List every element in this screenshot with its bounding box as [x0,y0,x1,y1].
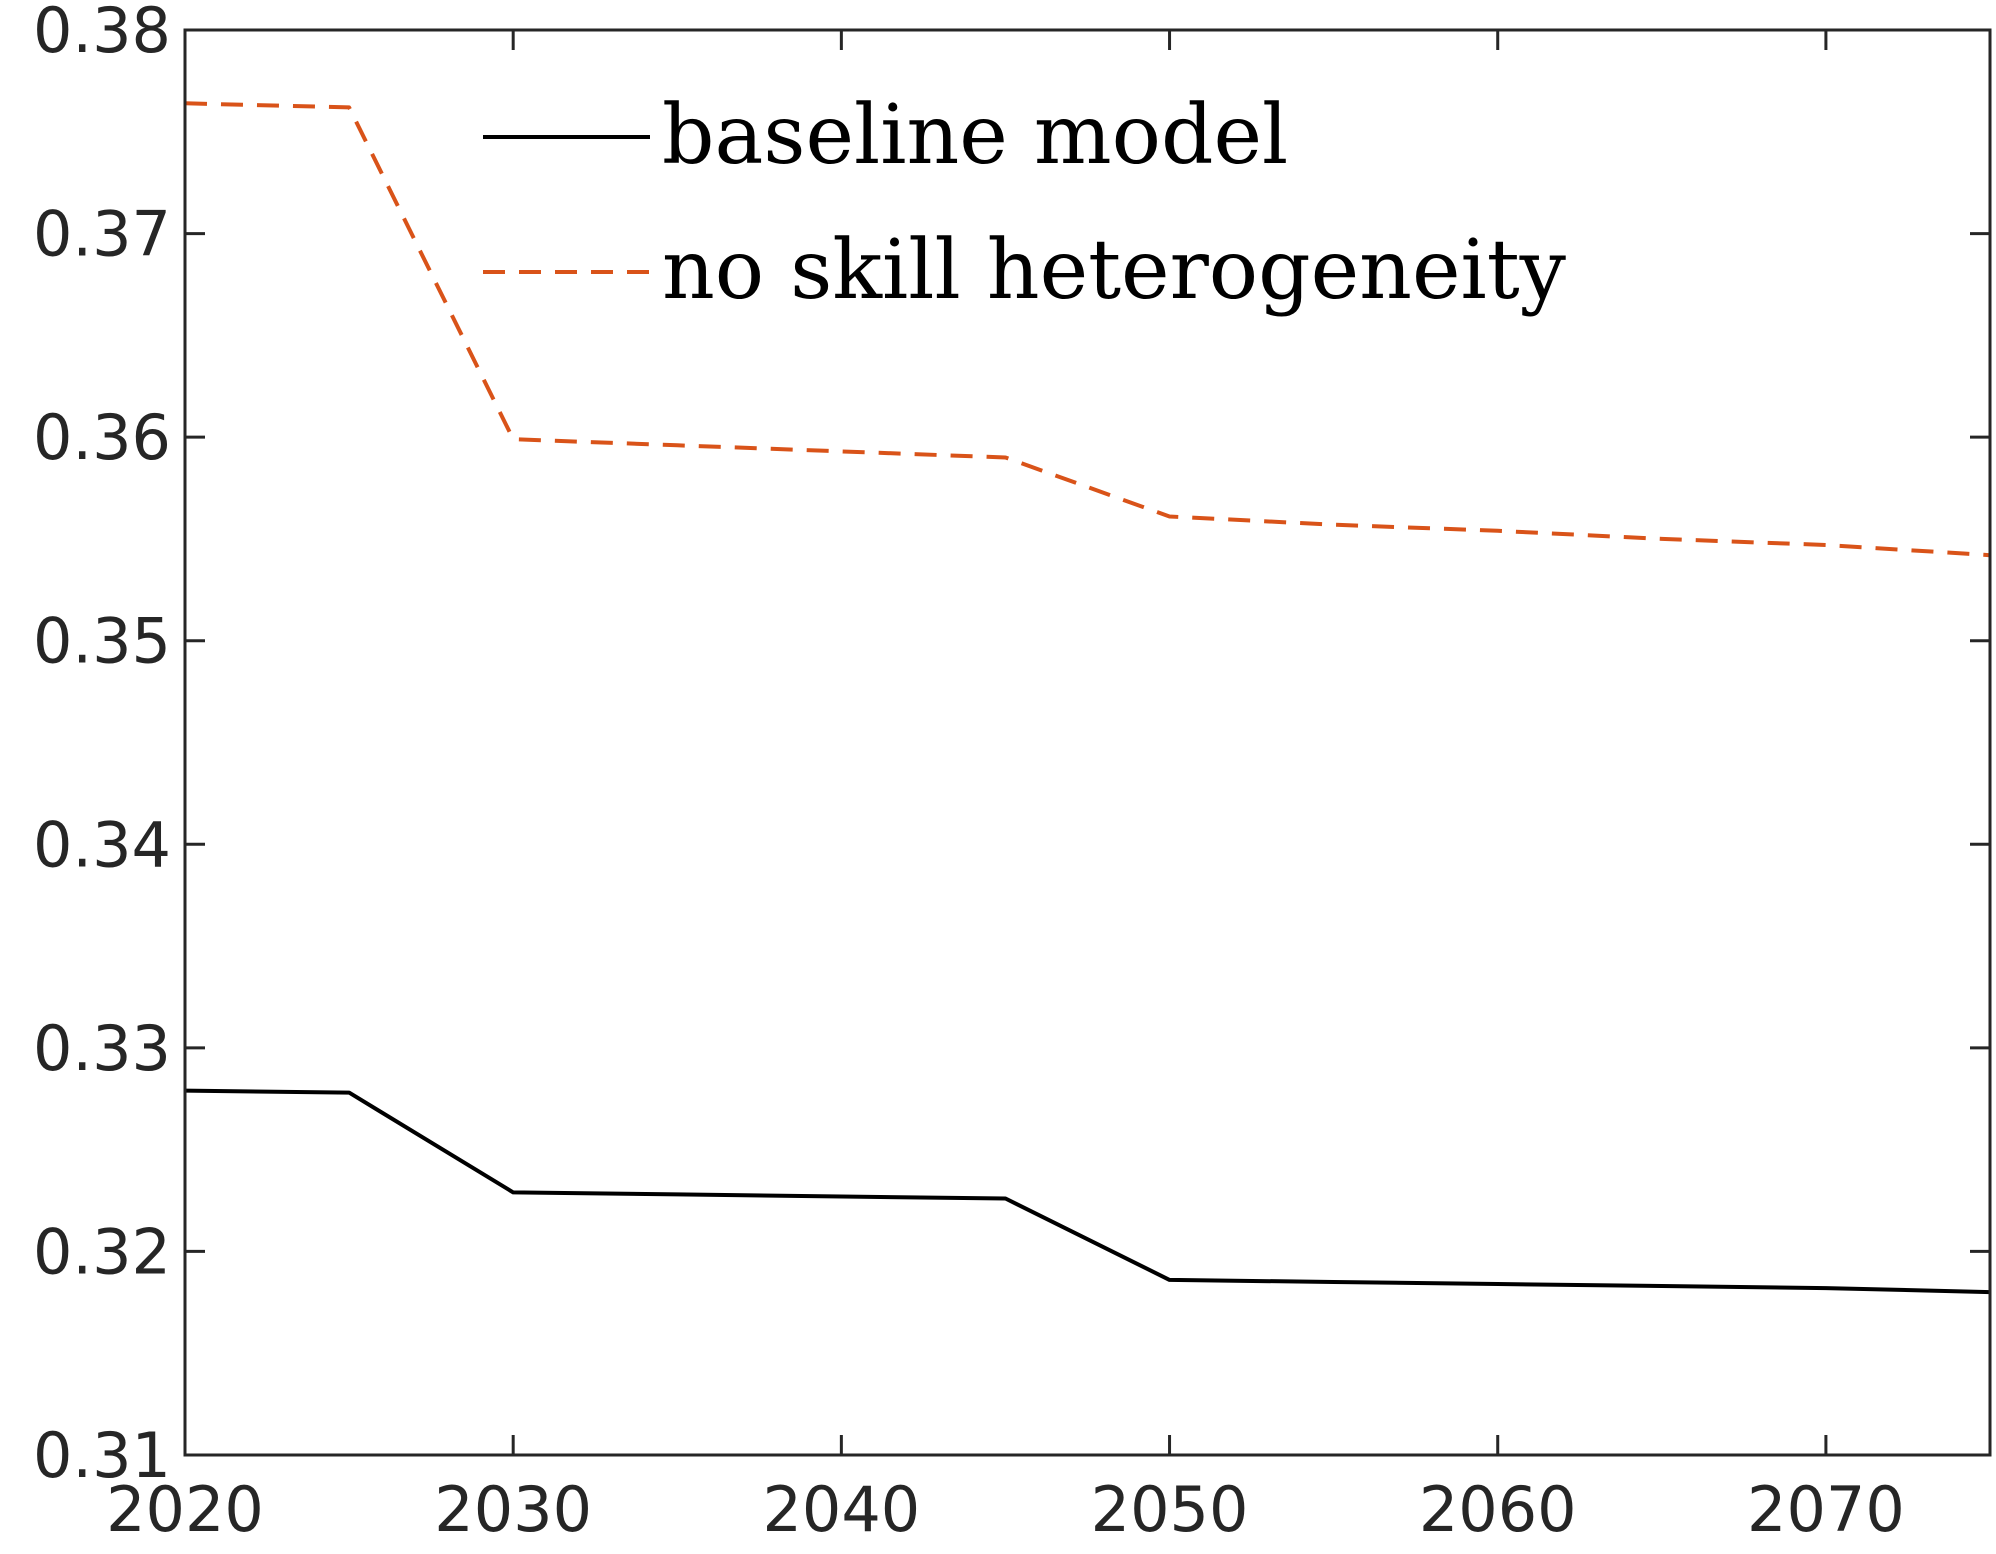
y-tick-label: 0.33 [33,1012,171,1085]
series-layer [184,101,1991,1295]
legend-label-no-skill-heterogeneity: no skill heterogeneity [662,223,1567,318]
axis-ticks [183,28,1990,1457]
y-tick-label: 0.32 [33,1215,171,1288]
x-tick-label: 2030 [434,1473,592,1546]
series-line-no-skill-heterogeneity [184,101,1991,558]
y-tick-label: 0.38 [33,0,171,67]
x-tick-label: 2020 [106,1473,264,1546]
y-tick-label: 0.34 [33,808,171,881]
y-axis-tick-labels: 0.31 0.32 0.33 0.34 0.35 0.36 0.37 0.38 [33,0,171,1492]
x-tick-label: 2040 [762,1473,920,1546]
x-tick-label: 2070 [1747,1473,1905,1546]
x-axis-tick-labels: 2020 2030 2040 2050 2060 2070 [106,1473,1905,1546]
y-tick-label: 0.36 [33,401,171,474]
legend: baseline model no skill heterogeneity [483,88,1567,318]
legend-label-baseline-model: baseline model [662,88,1288,183]
x-tick-label: 2050 [1091,1473,1249,1546]
plot-area-frame [183,28,1992,1457]
y-tick-label: 0.35 [33,605,171,678]
y-tick-label: 0.31 [33,1419,171,1492]
series-line-baseline-model [184,1088,1991,1295]
y-tick-label: 0.37 [33,198,171,271]
x-tick-label: 2060 [1419,1473,1577,1546]
